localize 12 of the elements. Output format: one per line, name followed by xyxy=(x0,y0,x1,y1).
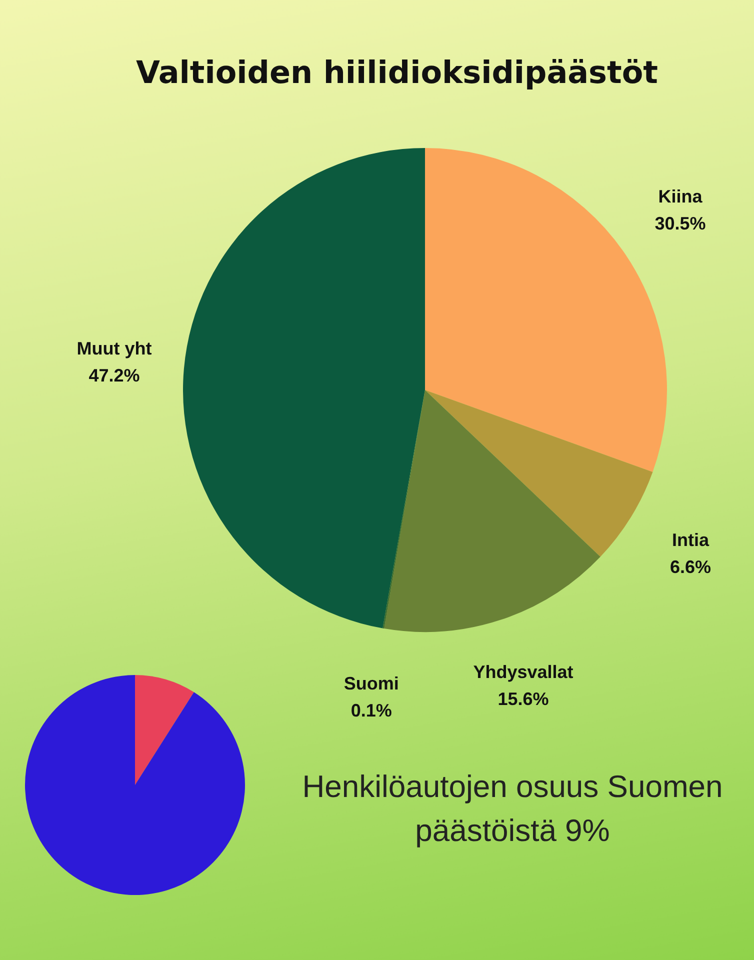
slice-label: Kiina xyxy=(658,186,704,207)
text: Henkilöautojen osuus Suomen päästöistä 9% xyxy=(301,768,724,850)
chart-title: Valtioiden hiilidioksidipäästöt xyxy=(136,55,658,92)
data-label: 6.6% xyxy=(670,556,712,577)
data-label: 30.5% xyxy=(654,214,706,234)
slice-label: Muut yht xyxy=(76,338,152,359)
data-label: 0.1% xyxy=(350,700,392,720)
data-label: 47.2% xyxy=(88,366,140,386)
slice-label: Intia xyxy=(672,530,710,550)
slice-label: Yhdysvallat xyxy=(473,662,574,682)
slice-label: Suomi xyxy=(344,673,399,694)
data-label: 15.6% xyxy=(498,689,549,710)
